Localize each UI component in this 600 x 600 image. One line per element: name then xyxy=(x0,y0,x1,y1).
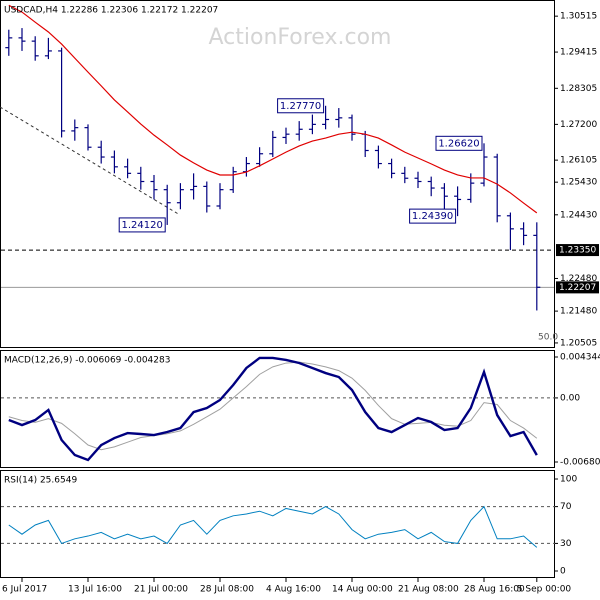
x-tick-label: 6 Jul 2017 xyxy=(2,585,47,595)
price-level-label: 1.22207 xyxy=(559,283,596,293)
y-tick-label: 1.26105 xyxy=(560,156,597,166)
x-tick-label: 4 Aug 16:00 xyxy=(266,585,321,595)
annotation-label: 1.24120 xyxy=(122,220,163,231)
y-tick-label: 1.30515 xyxy=(560,12,597,22)
rsi-line xyxy=(8,505,538,548)
y-tick-label: 0.004344 xyxy=(560,352,600,362)
chart-title: USDCAD,H4 1.22286 1.22306 1.22172 1.2220… xyxy=(4,6,218,16)
macd-panel xyxy=(0,350,555,468)
y-tick-label: 0.00 xyxy=(560,393,580,403)
x-tick-label: 21 Aug 08:00 xyxy=(398,585,459,595)
y-tick-label: 0 xyxy=(560,567,566,577)
trend-line xyxy=(0,106,181,216)
rsi-panel xyxy=(0,470,555,578)
y-tick-label: 100 xyxy=(560,475,577,485)
macd-line xyxy=(8,356,538,462)
annotation-label: 1.24390 xyxy=(412,211,453,222)
price-level-box xyxy=(556,244,599,257)
y-tick-label: 1.22480 xyxy=(560,274,597,284)
y-tick-label: 1.27200 xyxy=(560,120,597,130)
price-level-box xyxy=(556,281,599,294)
annotation-box xyxy=(118,217,166,233)
y-tick-label: 1.25430 xyxy=(560,178,597,188)
x-tick-label: 21 Jul 00:00 xyxy=(134,585,188,595)
macd-line xyxy=(8,361,538,451)
y-tick-label: -0.006802 xyxy=(560,457,600,467)
x-tick-label: 28 Aug 16:00 xyxy=(464,585,525,595)
annotation-box xyxy=(277,98,325,114)
x-tick-label: 5 Sep 00:00 xyxy=(517,585,572,595)
x-tick-label: 14 Aug 00:00 xyxy=(332,585,393,595)
panel-title: MACD(12,26,9) -0.006069 -0.004283 xyxy=(4,356,170,366)
annotation-label: 1.27770 xyxy=(280,101,321,112)
moving-average xyxy=(8,4,538,214)
panel-title: RSI(14) 25.6549 xyxy=(4,476,77,486)
price-level-label: 1.23350 xyxy=(559,246,596,256)
y-tick-label: 1.28305 xyxy=(560,84,597,94)
annotation-label: 1.26620 xyxy=(438,138,479,149)
y-tick-label: 1.20505 xyxy=(560,338,597,348)
price-panel xyxy=(0,0,555,348)
x-tick-label: 28 Jul 08:00 xyxy=(200,585,254,595)
y-tick-label: 1.24430 xyxy=(560,210,597,220)
y-tick-label: 30 xyxy=(560,539,572,549)
y-tick-label: 70 xyxy=(560,502,572,512)
x-tick-label: 13 Jul 16:00 xyxy=(68,585,122,595)
scale-label: 50.0 xyxy=(538,333,558,343)
annotation-box xyxy=(409,208,457,224)
y-tick-label: 1.29415 xyxy=(560,48,597,58)
bars xyxy=(5,28,541,311)
y-tick-label: 1.21480 xyxy=(560,307,597,317)
watermark: ActionForex.com xyxy=(209,25,392,50)
annotation-box xyxy=(435,135,483,151)
plot-layer: 1.30515 1.29415 1.28305 1.27200 1.26105 1.254… xyxy=(1,4,600,595)
